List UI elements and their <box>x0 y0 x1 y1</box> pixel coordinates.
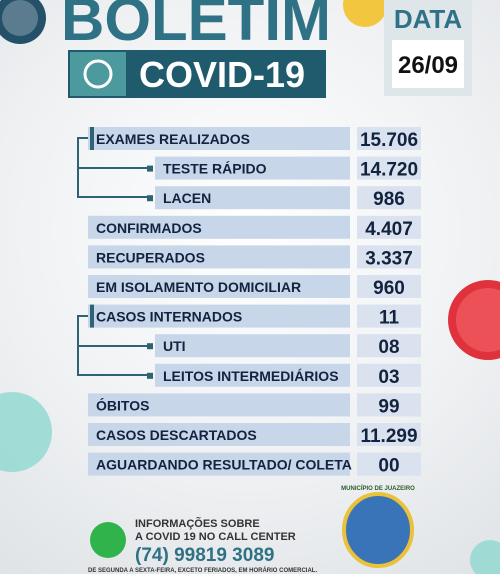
value-cell <box>357 334 421 358</box>
tree-lines <box>77 137 150 376</box>
row-label: CASOS INTERNADOS <box>96 309 242 325</box>
row-label: LACEN <box>163 190 211 206</box>
virus-icon <box>83 59 113 89</box>
label-cell <box>155 334 350 358</box>
value-cell <box>357 156 421 180</box>
label-cell <box>88 127 350 150</box>
tree-node <box>90 127 94 150</box>
row-value: 3.337 <box>365 248 413 269</box>
value-cell <box>357 215 421 239</box>
row-label: CONFIRMADOS <box>96 220 202 236</box>
label-cell <box>88 215 350 239</box>
label-cell <box>88 245 350 269</box>
label-cell <box>155 186 350 210</box>
row-value: 11.299 <box>360 426 417 447</box>
row-label: TESTE RÁPIDO <box>163 161 267 177</box>
date: 26/09 <box>398 52 458 79</box>
value-cell <box>357 127 421 150</box>
row-label: UTI <box>163 338 186 354</box>
value-cell <box>357 304 421 328</box>
label-cell <box>88 304 350 328</box>
label-cell <box>155 363 350 387</box>
row-value: 960 <box>373 278 405 299</box>
value-cell <box>357 186 421 210</box>
tree-node <box>147 195 153 202</box>
whatsapp-icon <box>90 522 126 558</box>
value-cell <box>357 363 421 387</box>
row-label: ÓBITOS <box>96 396 149 413</box>
value-cell <box>357 423 421 446</box>
row-value: 08 <box>378 337 399 358</box>
row-label: RECUPERADOS <box>96 249 205 265</box>
row-value: 15.706 <box>360 130 418 151</box>
row-value: 00 <box>378 456 399 477</box>
label-cell <box>88 393 350 417</box>
row-value: 14.720 <box>360 160 418 181</box>
label-cell <box>88 275 350 298</box>
hours: DE SEGUNDA A SEXTA-FEIRA, EXCETO FERIADO… <box>88 567 317 574</box>
row-label: CASOS DESCARTADOS <box>96 427 257 443</box>
table: EXAMES REALIZADOS 15.706 TESTE RÁPIDO 14.72… <box>88 127 421 477</box>
title: BOLETIM <box>61 0 331 53</box>
info-line2: A COVID 19 NO CALL CENTER <box>135 531 296 543</box>
value-cell <box>357 393 421 417</box>
row-value: 986 <box>373 189 405 210</box>
date-inner <box>392 40 464 88</box>
label-cell <box>88 423 350 446</box>
row-label: AGUARDANDO RESULTADO/ COLETA <box>96 457 352 473</box>
row-value: 99 <box>378 396 399 417</box>
tree-node <box>90 304 94 328</box>
phone: (74) 99819 3089 <box>135 545 274 566</box>
label-cell <box>88 452 350 476</box>
logo-text: MUNICÍPIO DE JUAZEIRO <box>341 484 415 492</box>
tree-node <box>147 372 153 379</box>
row-value: 11 <box>379 308 400 329</box>
date-label: DATA <box>394 4 463 34</box>
virus-icon-box <box>70 52 126 96</box>
row-label: EM ISOLAMENTO DOMICILIAR <box>96 279 301 295</box>
value-cell <box>357 452 421 476</box>
label-cell <box>155 156 350 180</box>
row-value: 4.407 <box>365 219 413 240</box>
tree-node <box>147 343 153 350</box>
subtitle: COVID-19 <box>139 54 305 95</box>
value-cell <box>357 275 421 298</box>
info-line1: INFORMAÇÕES SOBRE <box>135 517 260 530</box>
row-label: EXAMES REALIZADOS <box>96 131 250 147</box>
value-cell <box>357 245 421 269</box>
row-label: LEITOS INTERMEDIÁRIOS <box>163 368 339 384</box>
logo <box>342 492 414 568</box>
tree-node <box>147 165 153 172</box>
row-value: 03 <box>378 367 399 388</box>
